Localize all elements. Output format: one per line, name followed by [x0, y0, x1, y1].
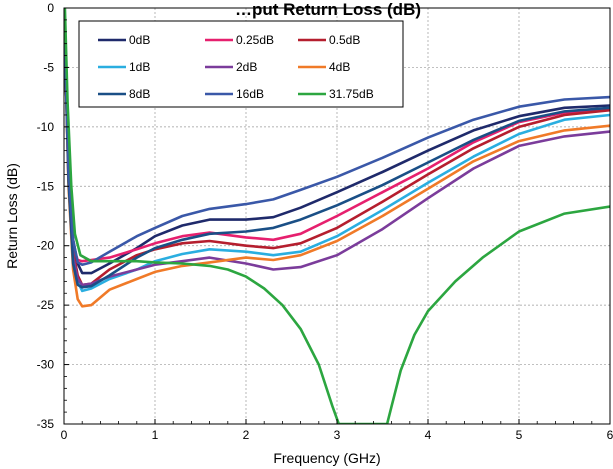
- legend-box: [78, 20, 404, 108]
- series-line-4db: [64, 42, 610, 308]
- legend-label-0db: 0dB: [129, 33, 150, 47]
- y-tick-label-7: -35: [37, 417, 55, 431]
- series-line-8db: [64, 42, 610, 289]
- legend-label-4db: 4dB: [329, 60, 350, 74]
- ticks: 0 1 2 3 4 5 6 0 -5 -10 -15 -20 -25 -30 -35: [37, 1, 613, 442]
- series-line-16db: [64, 42, 610, 266]
- legend-label-31-75db: 31.75dB: [329, 87, 374, 101]
- legend: 0dB 0.25dB 0.5dB 1dB 2dB 4dB 8dB 16dB 31.75dB: [78, 20, 404, 108]
- x-tick-label-5: 5: [516, 428, 523, 442]
- y-tick-label-4: -20: [37, 239, 55, 253]
- x-tick-label-1: 1: [152, 428, 159, 442]
- series-group: [64, 8, 610, 424]
- series-line-2db: [64, 42, 610, 287]
- legend-label-0-25db: 0.25dB: [236, 33, 274, 47]
- x-axis-label: Frequency (GHz): [273, 450, 380, 466]
- legend-label-2db: 2dB: [236, 60, 257, 74]
- legend-label-1db: 1dB: [129, 60, 150, 74]
- x-tick-label-0: 0: [61, 428, 68, 442]
- legend-label-8db: 8dB: [129, 87, 150, 101]
- chart-title: …put Return Loss (dB): [235, 0, 421, 19]
- y-tick-label-6: -30: [37, 358, 55, 372]
- legend-label-16db: 16dB: [236, 87, 264, 101]
- x-tick-label-4: 4: [425, 428, 432, 442]
- y-tick-label-5: -25: [37, 298, 55, 312]
- legend-label-0-5db: 0.5dB: [329, 33, 360, 47]
- series-line-0-5db: [64, 42, 610, 287]
- series-line-0db: [64, 42, 610, 275]
- y-axis-label: Return Loss (dB): [4, 163, 20, 269]
- y-tick-label-1: -5: [43, 60, 54, 74]
- y-tick-label-0: 0: [47, 1, 54, 15]
- x-tick-label-3: 3: [334, 428, 341, 442]
- y-tick-label-3: -15: [37, 179, 55, 193]
- y-tick-label-2: -10: [37, 120, 55, 134]
- x-tick-label-6: 6: [607, 428, 613, 442]
- x-tick-label-2: 2: [243, 428, 250, 442]
- series-line-31-75db: [64, 8, 610, 424]
